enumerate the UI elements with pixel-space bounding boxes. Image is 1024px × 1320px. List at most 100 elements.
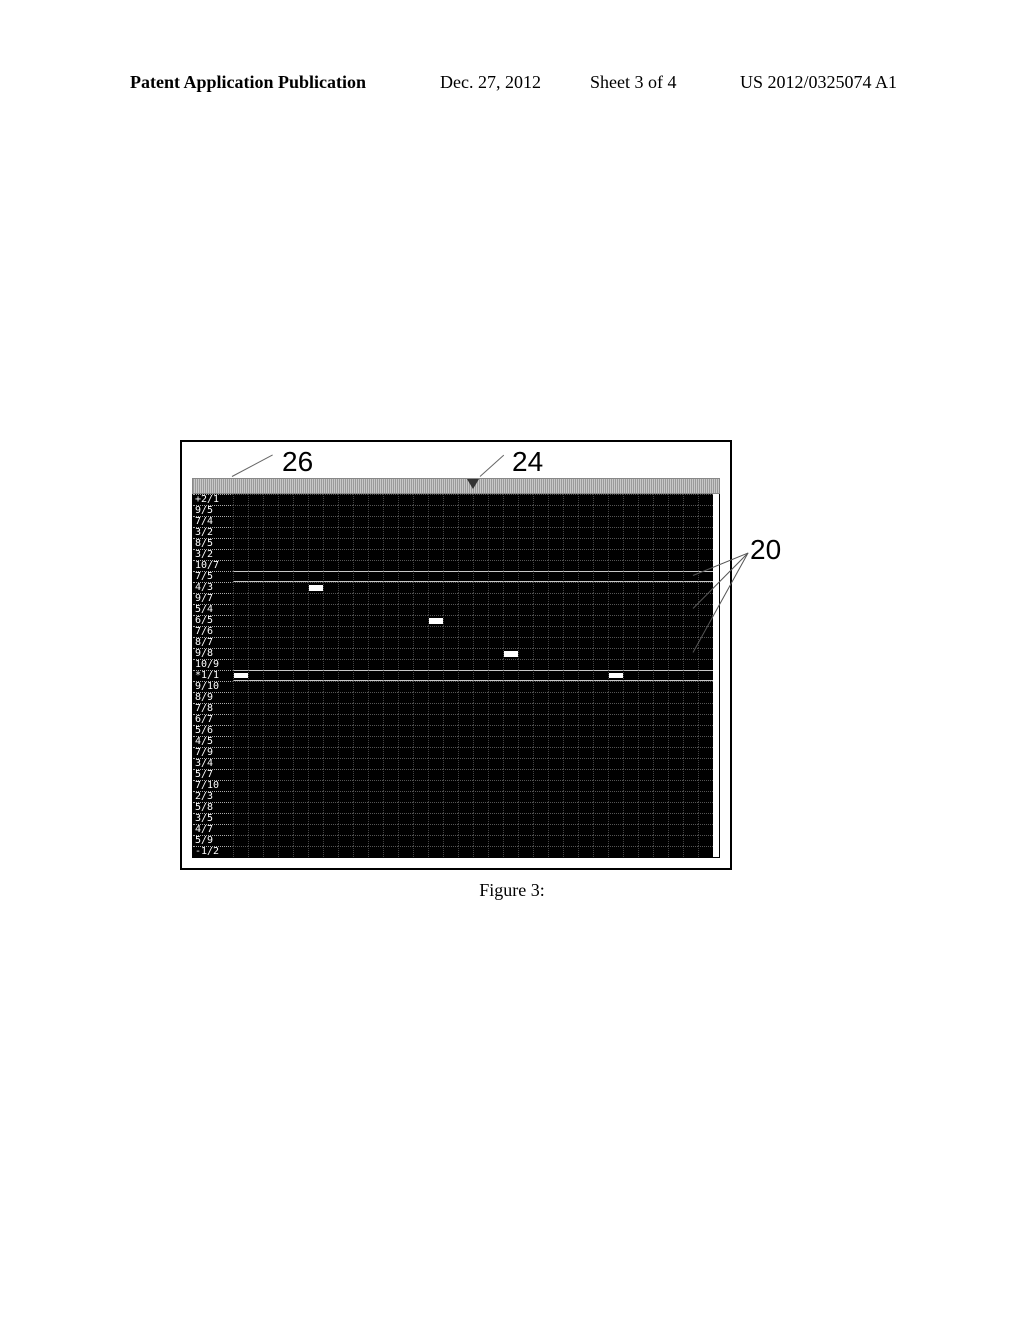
grid-cell bbox=[533, 560, 548, 571]
grid-cell bbox=[293, 637, 308, 648]
grid-cell bbox=[233, 846, 248, 857]
grid-cell bbox=[248, 549, 263, 560]
grid-cell bbox=[488, 659, 503, 670]
grid-cell bbox=[593, 703, 608, 714]
grid-cell bbox=[638, 747, 653, 758]
grid-cell bbox=[593, 560, 608, 571]
grid-cell bbox=[638, 813, 653, 824]
grid-cell bbox=[638, 703, 653, 714]
grid-cell bbox=[683, 747, 698, 758]
grid-cell bbox=[353, 670, 368, 681]
grid-cell bbox=[533, 527, 548, 538]
grid-cell bbox=[518, 747, 533, 758]
grid-cell bbox=[278, 736, 293, 747]
grid-cell bbox=[518, 494, 533, 505]
grid-cell bbox=[428, 615, 443, 626]
grid-cell bbox=[638, 659, 653, 670]
lead-26-line bbox=[232, 454, 273, 476]
grid-cell bbox=[503, 703, 518, 714]
grid-cell bbox=[638, 626, 653, 637]
grid-cell bbox=[248, 659, 263, 670]
grid-cell bbox=[548, 659, 563, 670]
grid-cell bbox=[653, 670, 668, 681]
header-sheet: Sheet 3 of 4 bbox=[590, 72, 676, 93]
grid-cell bbox=[473, 703, 488, 714]
grid-cell bbox=[533, 505, 548, 516]
grid-cell bbox=[398, 813, 413, 824]
grid-cell bbox=[323, 736, 338, 747]
grid-cell bbox=[248, 802, 263, 813]
grid-cell bbox=[548, 670, 563, 681]
grid-cell bbox=[623, 670, 638, 681]
grid-cell bbox=[638, 769, 653, 780]
grid-cell bbox=[683, 758, 698, 769]
grid-cell bbox=[623, 626, 638, 637]
grid-cell bbox=[293, 516, 308, 527]
grid-cell bbox=[428, 791, 443, 802]
grid-cell bbox=[488, 527, 503, 538]
grid-cell bbox=[593, 780, 608, 791]
grid-cell bbox=[278, 560, 293, 571]
grid-cell bbox=[308, 692, 323, 703]
grid-cell bbox=[473, 505, 488, 516]
grid-cell bbox=[638, 824, 653, 835]
grid-cell bbox=[608, 593, 623, 604]
grid-cell bbox=[518, 626, 533, 637]
grid-cell bbox=[563, 714, 578, 725]
grid-cell bbox=[323, 516, 338, 527]
grid-cell bbox=[653, 769, 668, 780]
grid-cell bbox=[533, 549, 548, 560]
row-label: 3/4 bbox=[193, 758, 233, 769]
grid-cell bbox=[248, 758, 263, 769]
grid-cell bbox=[428, 637, 443, 648]
grid-cell bbox=[413, 736, 428, 747]
grid-cell bbox=[683, 582, 698, 593]
grid-cell bbox=[338, 736, 353, 747]
grid-cell bbox=[488, 736, 503, 747]
grid-cell bbox=[533, 571, 548, 582]
grid-cell bbox=[308, 780, 323, 791]
grid-cell bbox=[398, 681, 413, 692]
grid-cell bbox=[293, 692, 308, 703]
grid-cell bbox=[233, 692, 248, 703]
grid-cell bbox=[413, 527, 428, 538]
grid-cell bbox=[503, 527, 518, 538]
grid-cell bbox=[698, 747, 713, 758]
grid-cell bbox=[653, 703, 668, 714]
grid-cell bbox=[533, 538, 548, 549]
row-label: 2/3 bbox=[193, 791, 233, 802]
grid-cell bbox=[398, 516, 413, 527]
grid-cell bbox=[413, 571, 428, 582]
grid-cell bbox=[248, 560, 263, 571]
grid-cell bbox=[698, 692, 713, 703]
grid-cell bbox=[293, 835, 308, 846]
grid-cell bbox=[383, 835, 398, 846]
grid-cell bbox=[623, 637, 638, 648]
grid-cell bbox=[278, 692, 293, 703]
grid-cell bbox=[308, 637, 323, 648]
grid-cell bbox=[323, 692, 338, 703]
grid-cell bbox=[578, 692, 593, 703]
grid-cell bbox=[383, 703, 398, 714]
grid-cell bbox=[293, 604, 308, 615]
grid-cell bbox=[338, 593, 353, 604]
grid-cell bbox=[458, 516, 473, 527]
grid-cell bbox=[308, 659, 323, 670]
grid-cell bbox=[353, 505, 368, 516]
grid-cell bbox=[308, 791, 323, 802]
grid-cell bbox=[323, 769, 338, 780]
grid-cell bbox=[293, 846, 308, 857]
grid-cell bbox=[668, 802, 683, 813]
header-pubnum: US 2012/0325074 A1 bbox=[740, 72, 897, 93]
grid-cell bbox=[368, 582, 383, 593]
row-label: 5/4 bbox=[193, 604, 233, 615]
grid-cell bbox=[233, 560, 248, 571]
grid-cell bbox=[413, 637, 428, 648]
grid-cell bbox=[518, 846, 533, 857]
grid-cell bbox=[578, 824, 593, 835]
grid-cell bbox=[473, 494, 488, 505]
grid-cell bbox=[593, 593, 608, 604]
grid-cell bbox=[323, 549, 338, 560]
grid-cell bbox=[473, 780, 488, 791]
grid-cell bbox=[668, 846, 683, 857]
